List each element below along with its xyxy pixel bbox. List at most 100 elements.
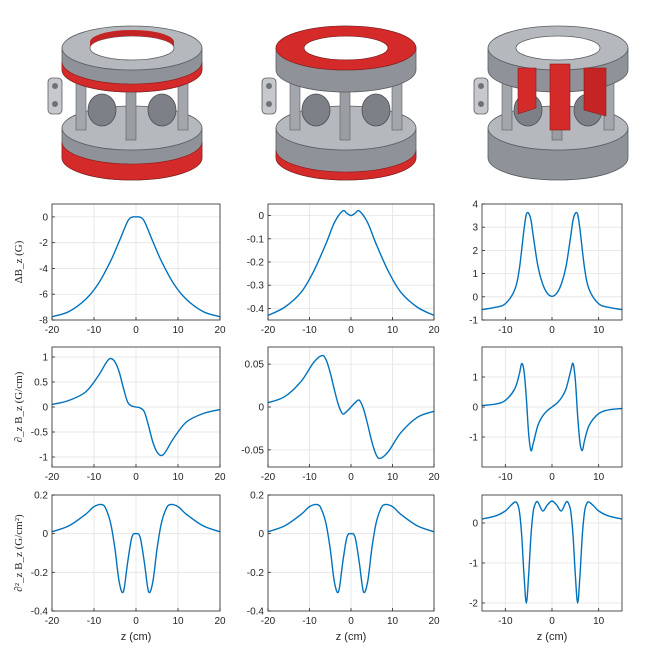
y-tick-label: 0	[42, 403, 48, 414]
y-tick-label: 1	[472, 373, 478, 384]
x-tick-label: -10	[498, 616, 513, 627]
y-tick-label: -8	[39, 316, 48, 327]
x-axis-label: z (cm)	[537, 631, 568, 643]
x-tick-label: 10	[593, 325, 605, 336]
x-tick-label: -10	[87, 616, 102, 627]
x-tick-label: 10	[387, 616, 399, 627]
plot-0-1: -20 -10 0 10 20 -0.4 -0.3 -0.2 -0.1 0	[247, 203, 440, 336]
y-tick-label: -0.5	[31, 428, 49, 439]
coil-assembly-3-render	[473, 25, 629, 181]
x-tick-label: 20	[428, 325, 440, 336]
coil-images	[47, 25, 629, 181]
data-series-line	[268, 503, 434, 594]
data-series-line	[482, 362, 622, 452]
x-tick-label: -20	[261, 616, 276, 627]
x-tick-label: 20	[214, 325, 226, 336]
x-tick-label: 10	[172, 325, 184, 336]
x-tick-label: 0	[133, 616, 139, 627]
x-tick-label: -10	[302, 472, 317, 483]
x-tick-label: 10	[172, 616, 184, 627]
x-tick-label: 0	[348, 325, 354, 336]
x-tick-label: -10	[302, 616, 317, 627]
y-tick-label: 0.2	[34, 491, 48, 502]
x-tick-label: 20	[214, 616, 226, 627]
y-tick-label: -1	[469, 316, 478, 327]
x-tick-label: 0	[549, 325, 555, 336]
coil-assembly-1-render	[47, 25, 203, 181]
y-tick-label: -4	[39, 264, 48, 275]
data-series-line	[52, 357, 220, 457]
x-tick-label: -20	[261, 472, 276, 483]
coil-assembly-2-render	[261, 25, 417, 181]
plot-2-1: -20 -10 0 10 20 -0.4 -0.2 0 0.2 z (cm)	[247, 491, 440, 644]
x-tick-label: 0	[348, 616, 354, 627]
data-series-line	[482, 211, 622, 311]
x-tick-label: 10	[593, 472, 605, 483]
y-tick-label: -0.05	[241, 445, 264, 456]
y-tick-label: 0.05	[245, 360, 265, 371]
x-tick-label: 20	[214, 472, 226, 483]
x-tick-label: -20	[45, 616, 60, 627]
plot-1-2: -10 0 10-101	[469, 346, 623, 483]
y-tick-label: -0.2	[31, 568, 49, 579]
y-tick-label: -1	[469, 559, 478, 570]
x-tick-label: 20	[428, 616, 440, 627]
y-tick-label: 2	[472, 246, 478, 257]
x-tick-label: 0	[348, 472, 354, 483]
y-tick-label: 0	[42, 529, 48, 540]
x-tick-label: -10	[498, 472, 513, 483]
x-tick-label: -10	[87, 472, 102, 483]
data-series-line	[268, 209, 434, 316]
y-tick-label: -0.4	[247, 304, 265, 315]
y-tick-label: 0	[472, 519, 478, 530]
plot-1-0: -20 -10 0 10 20 -1 -0.5 0 0.5 1 ∂_z B_z (G/cm)	[13, 346, 226, 483]
x-tick-label: -10	[498, 325, 513, 336]
data-series-line	[52, 216, 220, 318]
y-axis-label: ∂²_z B_z (G/cm²)	[13, 514, 25, 592]
y-tick-label: 0.2	[250, 491, 264, 502]
y-tick-label: 0	[258, 403, 264, 414]
x-tick-label: 0	[549, 616, 555, 627]
x-tick-label: -20	[45, 325, 60, 336]
y-tick-label: 0	[42, 212, 48, 223]
y-axis-label: ∂_z B_z (G/cm)	[13, 371, 25, 442]
plot-2-0: -20 -10 0 10 20 -0.4 -0.2 0 0.2 ∂²_z B_z (G/cm²) z…	[13, 491, 226, 644]
x-axis-label: z (cm)	[336, 631, 367, 643]
x-tick-label: 0	[133, 472, 139, 483]
x-tick-label: -20	[45, 472, 60, 483]
data-series-line	[268, 354, 434, 460]
y-tick-label: -2	[39, 238, 48, 249]
y-tick-label: -2	[469, 599, 478, 610]
x-tick-label: 20	[428, 472, 440, 483]
y-tick-label: -0.1	[247, 234, 265, 245]
x-tick-label: 10	[387, 325, 399, 336]
plot-1-1: -20 -10 0 10 20 -0.05 0 0.05	[241, 346, 440, 483]
x-tick-label: 0	[133, 325, 139, 336]
y-tick-label: -1	[39, 453, 48, 464]
y-tick-label: -0.2	[247, 258, 265, 269]
y-tick-label: 0	[472, 292, 478, 303]
y-tick-label: -0.3	[247, 281, 265, 292]
y-tick-label: -0.2	[247, 568, 265, 579]
y-tick-label: 0	[258, 529, 264, 540]
y-tick-label: -1	[469, 433, 478, 444]
x-tick-label: 10	[593, 616, 605, 627]
data-series-line	[482, 500, 622, 604]
x-tick-label: 0	[549, 472, 555, 483]
x-tick-label: -10	[87, 325, 102, 336]
x-axis-label: z (cm)	[121, 631, 152, 643]
data-series-line	[52, 503, 220, 594]
y-tick-label: 0	[472, 403, 478, 414]
plot-2-2: -10 0 10-2-10z (cm)	[469, 494, 623, 643]
y-tick-label: 4	[472, 200, 478, 211]
x-tick-label: 10	[172, 472, 184, 483]
y-tick-label: -0.4	[31, 607, 49, 618]
y-tick-label: 0	[258, 211, 264, 222]
x-tick-label: -20	[261, 325, 276, 336]
y-tick-label: 1	[42, 353, 48, 364]
x-tick-label: -10	[302, 325, 317, 336]
